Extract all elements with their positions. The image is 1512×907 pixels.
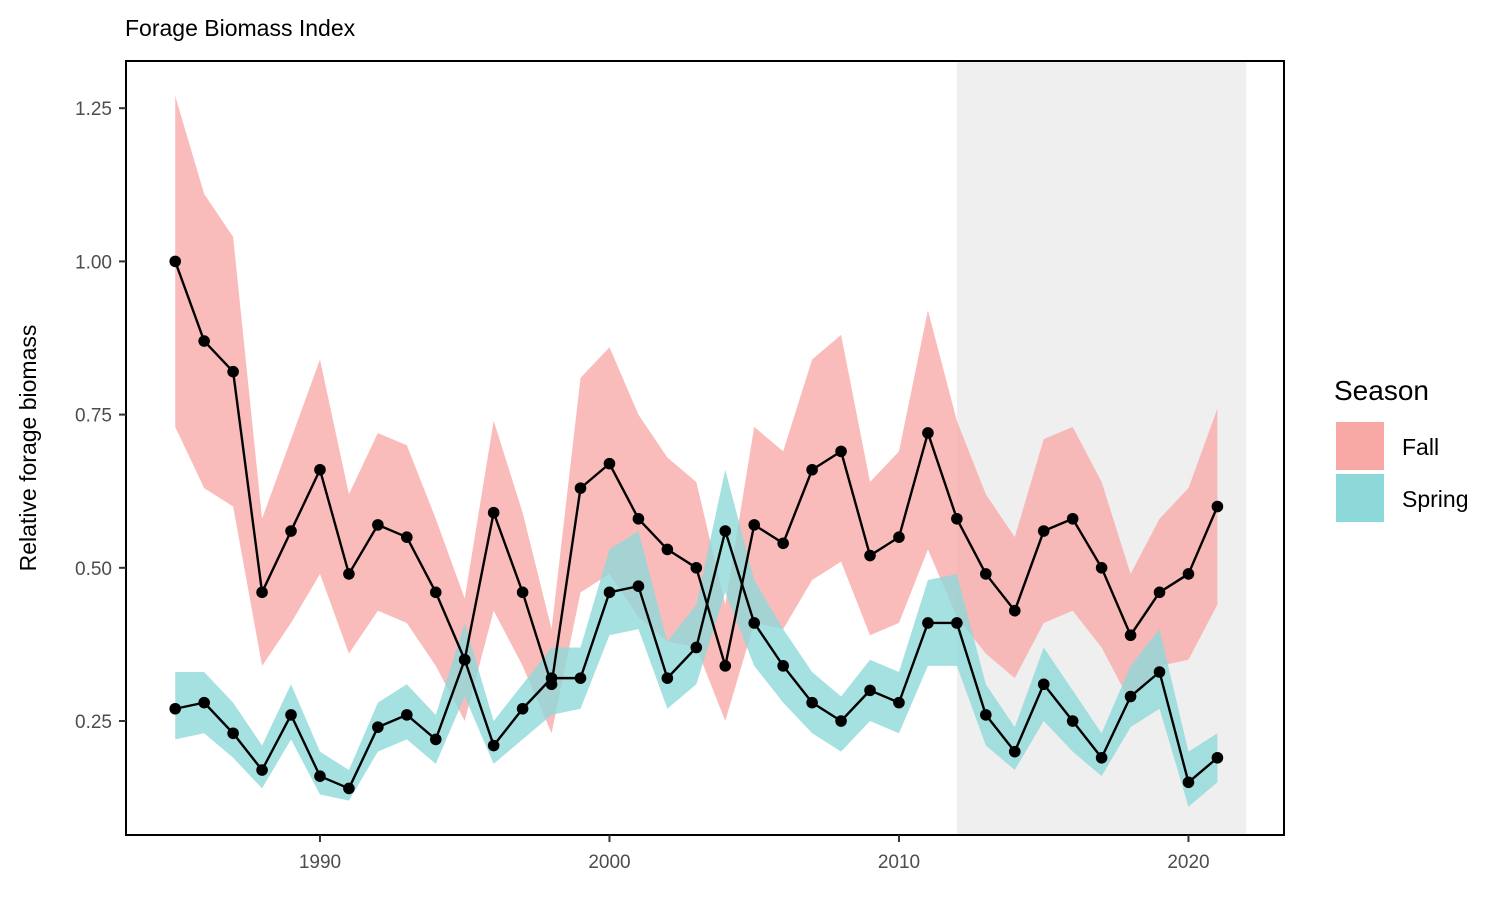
point-spring-2006	[777, 660, 789, 672]
point-spring-1991	[343, 782, 355, 795]
point-spring-1996	[487, 739, 500, 752]
point-fall-2003	[690, 562, 703, 574]
point-spring-2005	[748, 617, 761, 629]
point-spring-2002	[661, 672, 674, 684]
x-tick-label-2010: 2010	[878, 852, 920, 873]
point-fall-2007	[806, 463, 818, 476]
shaded-period	[956, 61, 1247, 835]
point-spring-2020	[1182, 776, 1195, 789]
point-fall-1999	[574, 482, 587, 494]
y-tick-label-1.00: 1.00	[75, 252, 112, 273]
point-fall-1988	[256, 586, 268, 599]
point-fall-2018	[1124, 629, 1137, 642]
point-spring-1992	[372, 721, 384, 733]
point-spring-1986	[198, 696, 210, 709]
point-fall-2006	[777, 537, 789, 550]
point-fall-1997	[516, 586, 529, 599]
panel-border	[125, 60, 1285, 836]
point-spring-2014	[1008, 745, 1021, 758]
point-fall-2021	[1211, 500, 1224, 513]
ribbon-fall	[175, 95, 1218, 734]
point-fall-2001	[632, 512, 645, 525]
point-fall-1987	[227, 365, 239, 378]
point-spring-2009	[864, 684, 876, 697]
point-fall-2004	[719, 660, 732, 672]
point-fall-1993	[401, 531, 413, 543]
point-spring-2000	[603, 586, 616, 599]
x-tick-label-2000: 2000	[588, 852, 630, 873]
legend-key-spring	[1336, 474, 1384, 522]
point-spring-2012	[951, 617, 963, 629]
point-spring-2019	[1153, 666, 1166, 678]
point-spring-1985	[169, 702, 182, 715]
point-spring-2015	[1037, 678, 1050, 691]
point-spring-1993	[401, 709, 413, 721]
point-spring-1988	[256, 764, 268, 776]
point-fall-2013	[980, 568, 992, 580]
point-fall-2015	[1037, 525, 1050, 537]
chart-title: Forage Biomass Index	[125, 15, 356, 41]
plot-area: 1990 2000 2010 2020 0.25 0.50 0.75 1.00 1.25	[75, 60, 1285, 873]
point-fall-2000	[603, 457, 616, 470]
point-fall-1994	[429, 586, 442, 599]
point-spring-2021	[1211, 751, 1224, 764]
ribbon-spring	[175, 469, 1218, 807]
point-spring-2016	[1066, 715, 1079, 727]
point-spring-2001	[632, 580, 645, 592]
point-spring-1999	[574, 672, 587, 684]
point-fall-1989	[285, 525, 297, 537]
point-fall-2010	[893, 531, 905, 543]
point-fall-2017	[1095, 562, 1108, 574]
point-spring-2004	[719, 525, 732, 537]
legend-title: Season	[1334, 375, 1429, 406]
point-fall-2019	[1153, 586, 1166, 599]
point-spring-1994	[429, 733, 442, 746]
point-spring-1987	[227, 727, 239, 740]
x-tick-label-2020: 2020	[1167, 852, 1209, 873]
legend-key-fall	[1336, 422, 1384, 470]
point-fall-2005	[748, 519, 761, 531]
point-fall-1996	[487, 506, 500, 519]
legend: Season Fall Spring	[1334, 375, 1468, 522]
point-spring-2010	[893, 696, 905, 709]
y-tick-label-1.25: 1.25	[75, 99, 112, 120]
point-spring-1997	[516, 702, 529, 715]
point-spring-2003	[690, 641, 703, 654]
point-fall-1990	[314, 463, 326, 476]
point-fall-1985	[169, 255, 182, 268]
point-spring-2011	[922, 617, 934, 629]
point-spring-2007	[806, 696, 818, 709]
point-spring-2008	[835, 715, 847, 727]
point-fall-2012	[951, 512, 963, 525]
point-fall-2014	[1008, 604, 1021, 617]
y-tick-label-0.25: 0.25	[75, 712, 112, 733]
point-spring-2013	[980, 709, 992, 721]
point-fall-2002	[661, 543, 674, 556]
point-spring-1998	[545, 672, 558, 684]
point-fall-2008	[835, 445, 847, 458]
point-spring-2017	[1095, 751, 1108, 764]
legend-label-fall: Fall	[1402, 434, 1439, 460]
point-fall-2011	[922, 427, 934, 439]
point-fall-1992	[372, 519, 384, 531]
point-spring-1995	[458, 653, 471, 666]
y-axis-title: Relative forage biomass	[15, 325, 41, 572]
point-fall-2020	[1182, 568, 1195, 580]
point-spring-1990	[314, 770, 326, 782]
y-tick-label-0.75: 0.75	[75, 406, 112, 427]
point-fall-1986	[198, 335, 210, 347]
y-tick-label-0.50: 0.50	[75, 559, 112, 580]
legend-label-spring: Spring	[1402, 486, 1468, 512]
x-tick-label-1990: 1990	[299, 852, 341, 873]
point-fall-1991	[343, 568, 355, 580]
point-fall-2009	[864, 549, 876, 562]
point-fall-2016	[1066, 512, 1079, 525]
point-spring-2018	[1124, 690, 1137, 703]
point-spring-1989	[285, 709, 297, 721]
